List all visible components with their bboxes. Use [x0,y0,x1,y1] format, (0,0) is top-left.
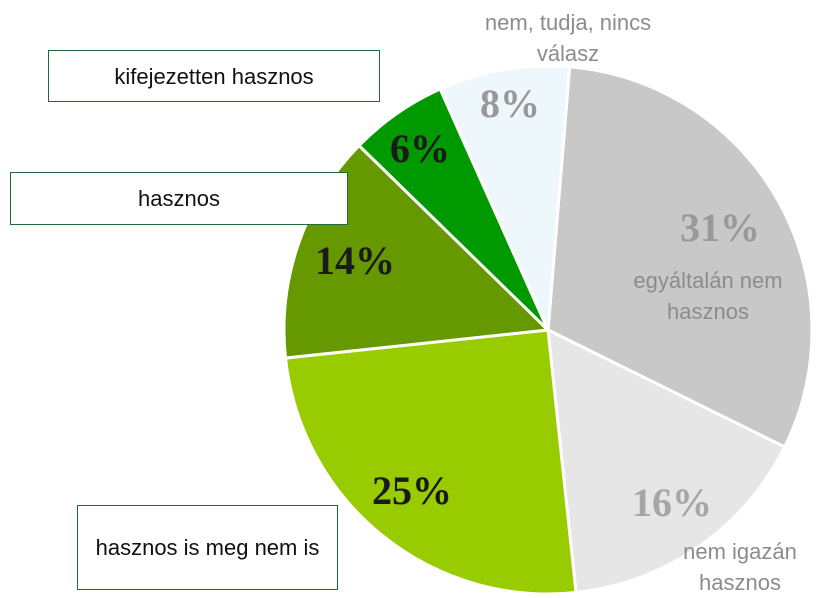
category-label: nem igazán hasznos [683,539,797,595]
value-label: 6% [390,126,450,171]
pie-slice [282,143,552,360]
value-label: 14% [315,238,395,283]
category-label: egyáltalán nem hasznos [633,268,783,324]
pie-slice [546,65,814,449]
category-label: hasznos [10,172,348,225]
pie-slice [283,328,578,595]
pie-slice [438,64,572,331]
value-label: 16% [632,480,712,525]
pie-slice [546,327,787,595]
value-label: 8% [480,81,540,126]
value-label: 25% [372,468,452,513]
category-label: hasznos is meg nem is [77,505,338,590]
value-label: 31% [680,205,760,250]
category-label: kifejezetten hasznos [48,50,380,102]
category-label: nem, tudja, nincs válasz [484,10,652,66]
